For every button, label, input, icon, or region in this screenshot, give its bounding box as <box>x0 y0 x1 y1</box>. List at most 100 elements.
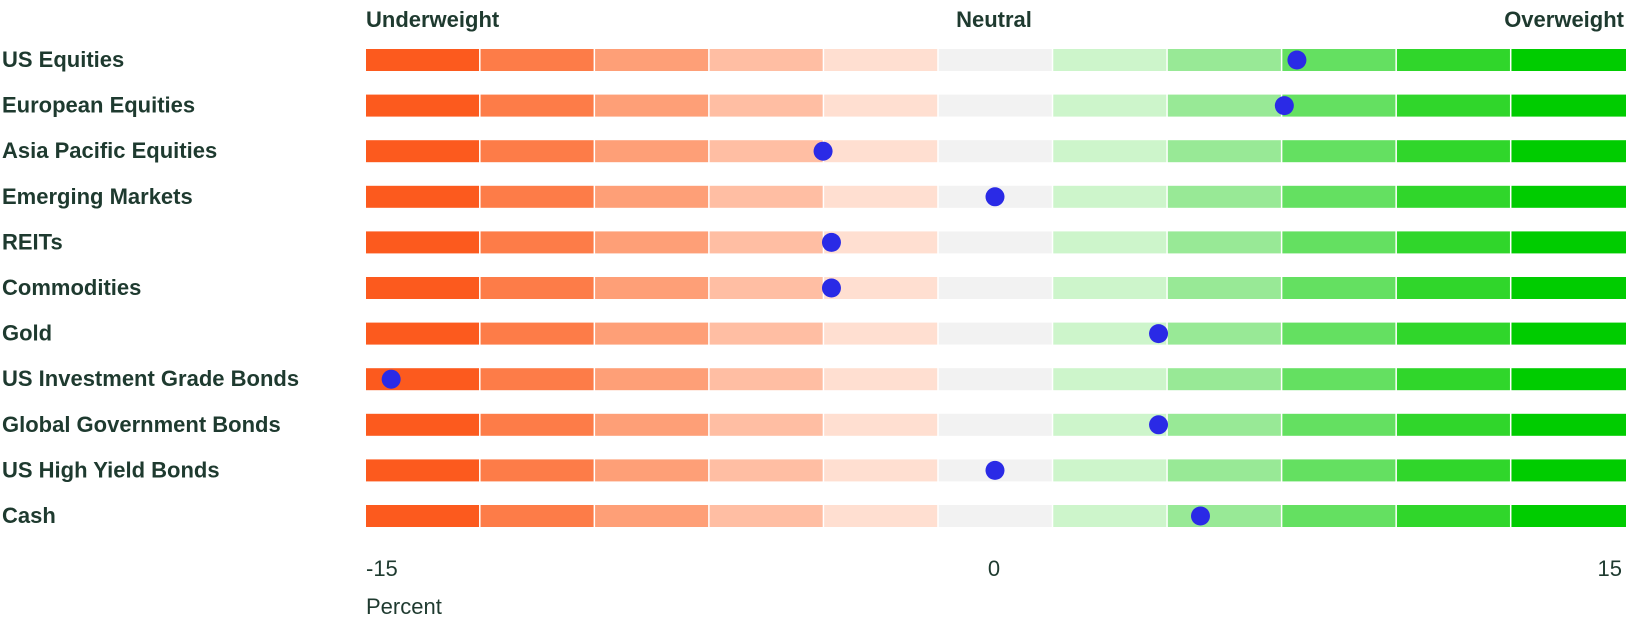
scale-band-segment <box>366 322 480 345</box>
scale-band-segment <box>1167 49 1281 71</box>
data-point-marker <box>1149 415 1169 435</box>
scale-band-segment <box>824 140 938 163</box>
scale-band-segment <box>1511 140 1626 163</box>
scale-band-segment <box>1511 277 1626 299</box>
category-label: US Equities <box>2 47 124 72</box>
scale-band-segment <box>480 140 594 163</box>
scale-band-segment <box>1053 505 1167 527</box>
scale-band-segment <box>1167 140 1281 163</box>
scale-band-segment <box>1282 231 1396 254</box>
scale-band-segment <box>1167 277 1281 299</box>
scale-band-segment <box>709 277 823 299</box>
chart-row: REITs <box>2 229 1626 254</box>
scale-band-segment <box>1511 185 1626 208</box>
chart-row: European Equities <box>2 93 1626 118</box>
scale-band-segment <box>1511 413 1626 436</box>
category-label: Cash <box>2 503 56 528</box>
scale-band-segment <box>709 94 823 117</box>
scale-band-segment <box>709 231 823 254</box>
scale-band-segment <box>1053 322 1167 345</box>
scale-band-segment <box>709 505 823 527</box>
scale-band-segment <box>1396 322 1510 345</box>
scale-band-segment <box>938 413 1052 436</box>
scale-band-segment <box>1282 413 1396 436</box>
scale-band-segment <box>709 185 823 208</box>
scale-band-segment <box>595 185 709 208</box>
category-label: Commodities <box>2 275 141 300</box>
scale-band-segment <box>1396 185 1510 208</box>
category-label: Global Government Bonds <box>2 412 281 437</box>
scale-band-segment <box>1053 140 1167 163</box>
scale-band-segment <box>824 368 938 391</box>
scale-band-segment <box>595 505 709 527</box>
scale-band-segment <box>1167 94 1281 117</box>
chart-rows: US Equities European Equities Asia Pacific… <box>2 47 1626 528</box>
scale-band-segment <box>480 94 594 117</box>
category-label: Asia Pacific Equities <box>2 138 217 163</box>
scale-band-segment <box>1396 413 1510 436</box>
category-label: Gold <box>2 321 52 346</box>
scale-band-segment <box>480 368 594 391</box>
scale-band-segment <box>1053 94 1167 117</box>
data-point-marker <box>821 232 841 252</box>
scale-band-segment <box>366 277 480 299</box>
scale-band-segment <box>480 322 594 345</box>
scale-band-segment <box>480 185 594 208</box>
scale-band-segment <box>938 277 1052 299</box>
scale-band-segment <box>1282 140 1396 163</box>
scale-band-segment <box>1167 413 1281 436</box>
data-point-marker <box>1287 50 1307 70</box>
scale-band-segment <box>366 505 480 527</box>
data-point-marker <box>821 278 841 298</box>
scale-band-segment <box>480 49 594 71</box>
scale-band-segment <box>1396 94 1510 117</box>
data-point-marker <box>985 187 1005 207</box>
scale-band-segment <box>1396 505 1510 527</box>
scale-band-segment <box>480 459 594 482</box>
data-point-marker <box>1190 506 1210 526</box>
scale-band-segment <box>709 368 823 391</box>
scale-band-segment <box>595 231 709 254</box>
scale-band-segment <box>595 140 709 163</box>
scale-band-segment <box>595 459 709 482</box>
scale-band-segment <box>595 49 709 71</box>
chart-row: Asia Pacific Equities <box>2 138 1626 163</box>
scale-band-segment <box>1053 368 1167 391</box>
scale-band-segment <box>1511 94 1626 117</box>
data-point-marker <box>1149 324 1169 344</box>
data-point-marker <box>381 369 401 389</box>
scale-band-segment <box>366 231 480 254</box>
scale-band-segment <box>480 505 594 527</box>
scale-band-segment <box>1396 277 1510 299</box>
scale-band-segment <box>1053 231 1167 254</box>
scale-band-segment <box>1511 459 1626 482</box>
scale-band-segment <box>1282 368 1396 391</box>
scale-band-segment <box>1282 505 1396 527</box>
header-underweight: Underweight <box>366 7 500 32</box>
scale-band-segment <box>709 459 823 482</box>
scale-band-segment <box>1053 277 1167 299</box>
scale-band-segment <box>1511 368 1626 391</box>
chart-row: US Investment Grade Bonds <box>2 366 1626 391</box>
category-label: US High Yield Bonds <box>2 457 220 482</box>
scale-band-segment <box>595 94 709 117</box>
chart-row: Emerging Markets <box>2 184 1626 209</box>
scale-band-segment <box>1053 413 1167 436</box>
scale-band-segment <box>1282 185 1396 208</box>
chart-row: US Equities <box>2 47 1626 72</box>
scale-band-segment <box>595 277 709 299</box>
scale-band-segment <box>366 413 480 436</box>
category-label: Emerging Markets <box>2 184 193 209</box>
scale-band-segment <box>824 94 938 117</box>
scale-band-segment <box>1167 322 1281 345</box>
scale-band-segment <box>824 277 938 299</box>
scale-band-segment <box>1167 231 1281 254</box>
scale-band-segment <box>366 459 480 482</box>
scale-band-segment <box>1053 49 1167 71</box>
scale-band-segment <box>1167 505 1281 527</box>
scale-band-segment <box>1282 277 1396 299</box>
scale-band-segment <box>1511 505 1626 527</box>
scale-band-segment <box>595 368 709 391</box>
scale-band-segment <box>938 49 1052 71</box>
